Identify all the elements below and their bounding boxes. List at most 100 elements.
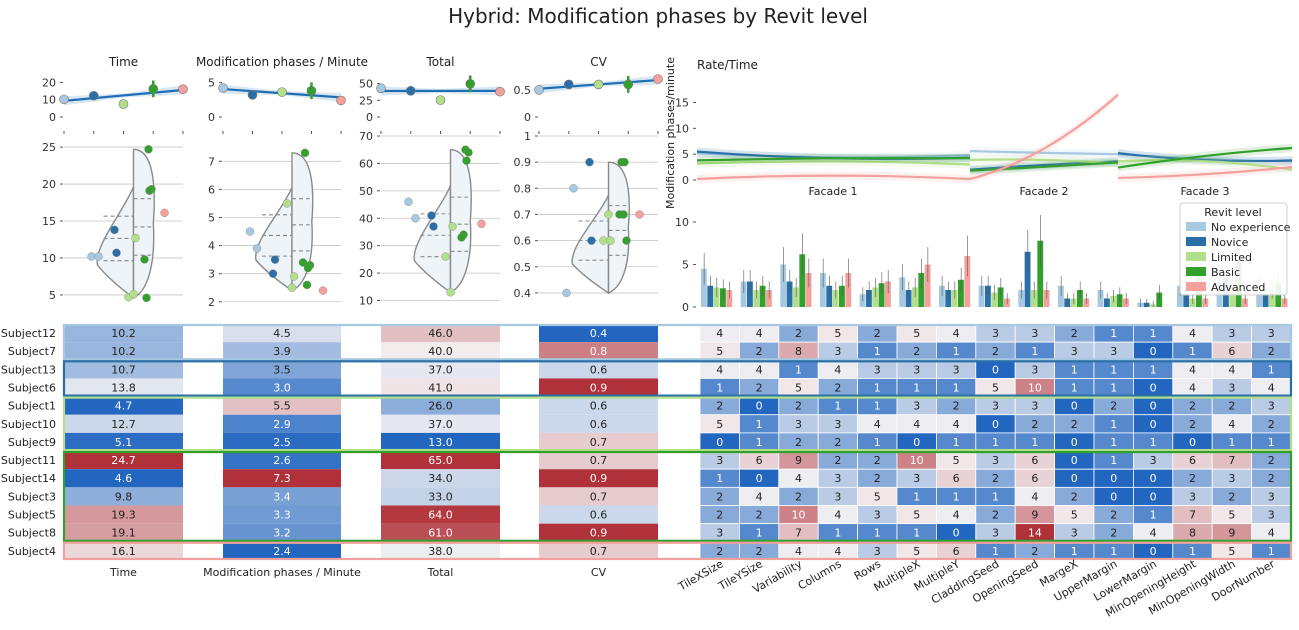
cell-value: 5 [913,509,920,522]
row-label: Subject9 [8,436,56,449]
mean-point [336,95,346,106]
cell-value: 1 [953,345,960,358]
panel-title: Modification phases / Minute [196,55,368,69]
heat-cell [64,396,183,415]
cell-value: 2 [1268,345,1275,358]
y-tick-label: 3 [208,268,215,281]
violin-half [291,152,314,292]
cell-value: 13.0 [428,436,453,449]
cell-value: 1 [1110,454,1117,467]
cell-value: 8 [795,345,802,358]
cell-value: 3 [1189,490,1196,503]
y-tick-label: 5 [682,259,689,272]
cell-value: 0 [1150,490,1157,503]
cell-value: 3 [1150,454,1157,467]
heat-cell [539,487,658,506]
bar [826,285,833,307]
cell-value: 19.3 [111,509,136,522]
subject-point [318,286,328,295]
subject-point [289,272,299,281]
subject-point [615,210,624,219]
cell-value: 4 [834,545,841,558]
panel-title: CV [590,55,607,69]
column-label: Modification phases / Minute [203,566,361,579]
heat-cell [223,360,341,379]
subject-point [411,214,420,223]
cell-value: 4 [834,363,841,376]
cell-value: 2 [1110,509,1117,522]
cell-value: 0.7 [590,545,608,558]
cell-value: 0.4 [590,327,608,340]
column-label: Time [109,566,137,579]
cell-value: 2 [1110,400,1117,413]
cell-value: 4 [716,363,723,376]
series-line [1117,146,1293,169]
heat-cell [223,505,341,524]
mean-point [178,84,188,94]
cell-value: 4 [953,418,960,431]
y-tick-label: 0 [682,301,689,314]
mean-point [306,85,317,96]
cell-value: 4.5 [273,327,291,340]
y-tick-label: 10 [42,94,56,107]
heat-cell [64,523,183,542]
cell-value: 19.1 [111,527,136,540]
cell-value: 0.9 [590,381,608,394]
cell-value: 3.2 [273,527,291,540]
cell-value: 2 [756,545,763,558]
cell-value: 5 [953,454,960,467]
bar [707,285,714,307]
cell-value: 3 [992,527,999,540]
row-label: Subject14 [1,472,56,485]
cell-value: 10.2 [111,327,136,340]
cell-value: 1 [874,345,881,358]
cell-value: 0 [716,436,723,449]
heat-cell [381,541,500,560]
subject-point [635,210,644,219]
cell-value: 1 [1110,381,1117,394]
cell-value: 1 [913,381,920,394]
legend-swatch [1186,252,1206,261]
cell-value: 4 [913,418,920,431]
series-line [696,156,971,162]
bar [885,281,891,307]
subject-point [144,145,153,154]
cell-value: 1 [1071,381,1078,394]
cell-value: 4.6 [115,472,133,485]
cell-value: 0 [1150,400,1157,413]
bar [911,287,918,307]
cell-value: 1 [716,381,723,394]
series-line [969,149,1119,156]
heat-cell [539,414,658,433]
cell-value: 2 [795,490,802,503]
cell-value: 5 [913,327,920,340]
cell-value: 2 [795,436,802,449]
legend-swatch [1186,267,1206,276]
heat-cell [64,469,183,488]
cell-value: 1 [756,527,763,540]
y-tick-label: 0.7 [514,208,532,221]
heat-cell [223,451,341,470]
x-tick-label: Facade 1 [808,185,857,198]
mean-point [593,79,604,90]
subject-point [427,211,436,220]
panel-title: Total [425,55,454,69]
bar [780,264,787,307]
cell-value: 7 [795,527,802,540]
cell-value: 1 [953,381,960,394]
cell-value: 6 [1031,472,1038,485]
legend-label: No experience [1211,221,1291,234]
cell-value: 0.6 [590,363,608,376]
cell-value: 41.0 [428,381,453,394]
y-tick-label: 0 [682,174,689,187]
cell-value: 3 [716,454,723,467]
subject-point [282,199,292,208]
cell-value: 3 [834,418,841,431]
mean-point [376,83,386,94]
y-tick-label: 15 [675,97,689,110]
heat-cell [64,541,183,560]
cell-value: 9 [1031,509,1038,522]
group-outline [62,360,1293,397]
cell-value: 3 [834,490,841,503]
cell-value: 6 [756,454,763,467]
